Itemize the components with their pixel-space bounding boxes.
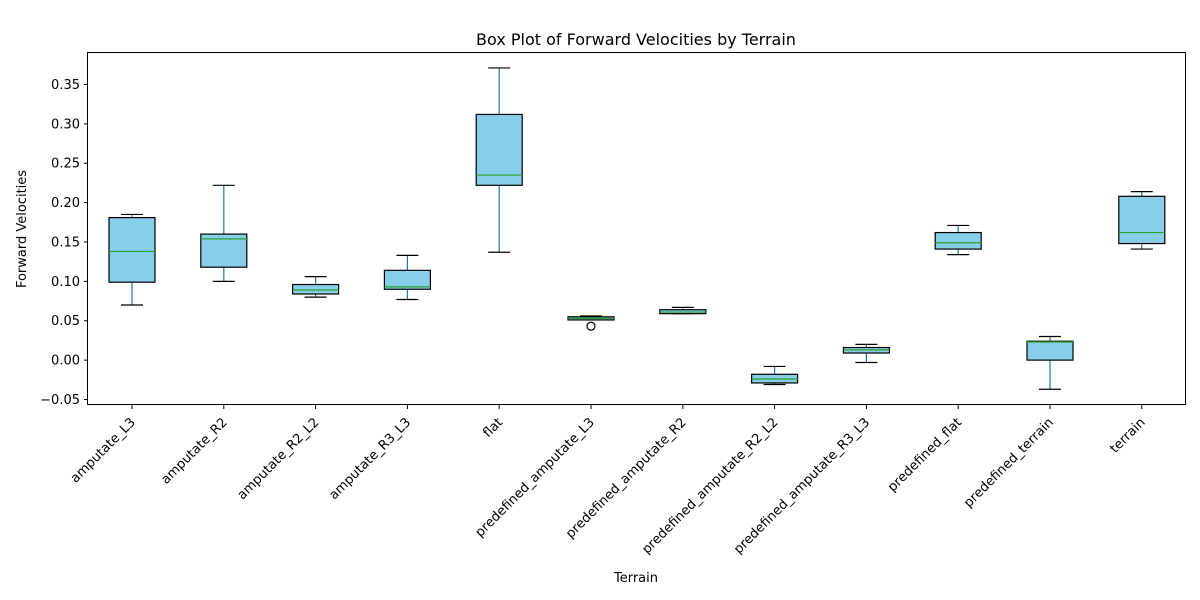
x-tick-label: amputate_R3_L3 (326, 415, 414, 503)
chart-title: Box Plot of Forward Velocities by Terrai… (476, 30, 796, 49)
y-tick-label: 0.15 (51, 235, 80, 250)
box-group (200, 184, 248, 282)
plot-frame (87, 52, 1186, 405)
y-tick-label: 0.25 (51, 157, 80, 172)
box-group (383, 254, 431, 301)
x-tick-label: predefined_flat (885, 415, 965, 495)
y-tick-label: −0.05 (40, 393, 80, 408)
box-group (934, 224, 982, 256)
x-tick-label: amputate_R2 (158, 415, 230, 487)
x-tick-label: predefined_terrain (961, 415, 1057, 511)
x-axis: amputate_L3 amputate_R2 amputate_R2_L2 ampu… (68, 405, 1149, 557)
x-tick-label: amputate_R2_L2 (235, 415, 323, 503)
box-group (659, 306, 707, 315)
y-tick-label: 0.00 (51, 354, 80, 369)
box-group (1026, 335, 1074, 390)
box-group (842, 343, 891, 364)
x-axis-label: Terrain (613, 571, 658, 586)
x-tick-label: flat (480, 415, 506, 441)
y-tick-label: 0.05 (51, 314, 80, 329)
box-group (1118, 190, 1166, 250)
y-axis-label: Forward Velocities (15, 170, 30, 288)
box-iqr (200, 233, 248, 268)
box-group (567, 315, 615, 331)
box-iqr (1118, 195, 1166, 245)
box-iqr (292, 283, 340, 295)
y-axis: −0.05 0.00 0.05 0.10 0.15 0.20 0.25 0.30 0.35 (40, 78, 88, 408)
y-tick-label: 0.10 (51, 275, 80, 290)
box-group (750, 365, 799, 386)
box-group (108, 213, 156, 306)
box-iqr (934, 231, 982, 250)
box-iqr (475, 113, 523, 186)
box-group (475, 67, 523, 253)
x-tick-label: terrain (1107, 415, 1148, 456)
y-tick-label: 0.35 (51, 78, 80, 93)
box-iqr (108, 216, 156, 283)
box-iqr (1026, 340, 1074, 361)
y-tick-label: 0.20 (51, 196, 80, 211)
box-group (292, 276, 340, 298)
x-tick-label: amputate_L3 (68, 415, 139, 486)
outlier-point (586, 321, 596, 331)
boxes-layer (108, 67, 1166, 390)
box-iqr (383, 269, 431, 290)
y-tick-label: 0.30 (51, 117, 80, 132)
